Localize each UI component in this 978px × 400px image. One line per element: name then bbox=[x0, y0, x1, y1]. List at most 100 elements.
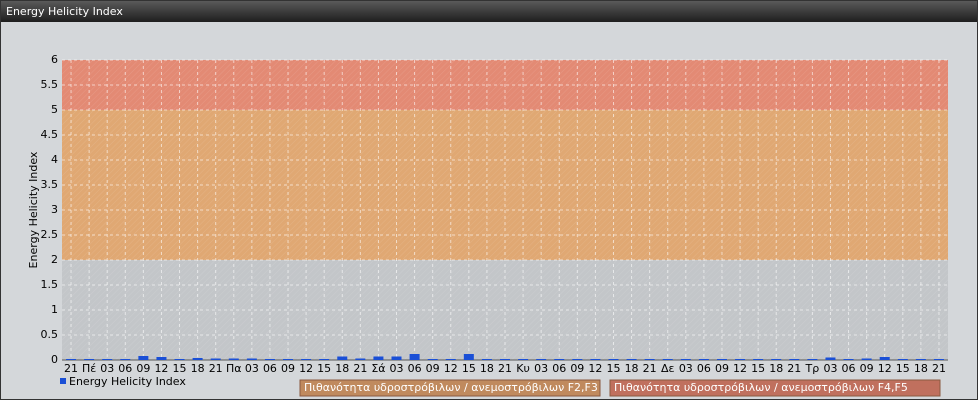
x-tick-label: 21 bbox=[353, 362, 367, 375]
x-tick-label: 21 bbox=[209, 362, 223, 375]
x-tick-label: 15 bbox=[173, 362, 187, 375]
bar bbox=[355, 358, 366, 360]
y-tick-label: 3 bbox=[51, 203, 58, 216]
bar bbox=[84, 359, 95, 360]
bar bbox=[409, 354, 420, 360]
band-legend-box bbox=[299, 379, 601, 397]
x-tick-label: 15 bbox=[462, 362, 476, 375]
bar bbox=[789, 359, 800, 360]
x-tick-label: 18 bbox=[914, 362, 928, 375]
bar bbox=[301, 359, 312, 360]
bar bbox=[373, 356, 384, 360]
y-axis-label: Energy Helicity Index bbox=[27, 151, 40, 268]
bar bbox=[753, 359, 764, 360]
x-tick-label: 12 bbox=[444, 362, 458, 375]
x-tick-label: 06 bbox=[408, 362, 422, 375]
band-legend-label: Πιθανότητα υδροστρόβιλων / ανεμοστρόβιλω… bbox=[614, 381, 908, 394]
bar bbox=[391, 356, 402, 360]
bar bbox=[174, 359, 185, 360]
x-tick-label: 18 bbox=[769, 362, 783, 375]
bar bbox=[264, 359, 275, 360]
x-tick-label: 06 bbox=[552, 362, 566, 375]
x-tick-label: 18 bbox=[191, 362, 205, 375]
bar bbox=[138, 356, 149, 360]
x-tick-label: 09 bbox=[281, 362, 295, 375]
x-tick-label: 06 bbox=[263, 362, 277, 375]
x-tick-label: 09 bbox=[136, 362, 150, 375]
y-tick-label: 2.5 bbox=[41, 228, 59, 241]
title-bar bbox=[1, 1, 977, 22]
y-tick-label: 2 bbox=[51, 253, 58, 266]
y-tick-label: 5.5 bbox=[41, 78, 59, 91]
legend-label: Energy Helicity Index bbox=[69, 375, 186, 388]
bar bbox=[283, 359, 294, 360]
bar bbox=[735, 359, 746, 360]
x-tick-label: 18 bbox=[480, 362, 494, 375]
x-tick-label: 09 bbox=[860, 362, 874, 375]
x-tick-label: Δε bbox=[661, 362, 675, 375]
bar bbox=[445, 359, 456, 360]
legend-swatch bbox=[60, 378, 66, 384]
bar bbox=[879, 357, 890, 360]
x-tick-label: 15 bbox=[896, 362, 910, 375]
bar bbox=[463, 354, 474, 360]
x-tick-label: 21 bbox=[64, 362, 78, 375]
x-tick-label: 21 bbox=[498, 362, 512, 375]
x-tick-label: 21 bbox=[787, 362, 801, 375]
x-tick-label: 18 bbox=[625, 362, 639, 375]
bar bbox=[554, 359, 565, 360]
x-tick-label: 03 bbox=[390, 362, 404, 375]
x-tick-label: Πα bbox=[226, 362, 242, 375]
bar bbox=[608, 359, 619, 360]
x-tick-label: 09 bbox=[426, 362, 440, 375]
y-tick-label: 1 bbox=[51, 303, 58, 316]
bar bbox=[228, 358, 239, 360]
x-tick-label: Σά bbox=[371, 362, 385, 375]
bar bbox=[680, 359, 691, 360]
y-tick-label: 6 bbox=[51, 53, 58, 66]
y-tick-label: 3.5 bbox=[41, 178, 59, 191]
band-legend-label: Πιθανότητα υδροστρόβιλων / ανεμοστρόβιλω… bbox=[304, 381, 598, 394]
x-tick-label: 12 bbox=[154, 362, 168, 375]
bar bbox=[716, 359, 727, 360]
bar bbox=[698, 359, 709, 360]
x-tick-label: 03 bbox=[679, 362, 693, 375]
x-tick-label: 12 bbox=[299, 362, 313, 375]
x-tick-label: 12 bbox=[878, 362, 892, 375]
bar bbox=[843, 359, 854, 360]
bar bbox=[102, 359, 113, 360]
x-tick-label: 06 bbox=[697, 362, 711, 375]
bar bbox=[337, 356, 348, 360]
y-tick-label: 4.5 bbox=[41, 128, 59, 141]
x-tick-label: 21 bbox=[932, 362, 946, 375]
bar bbox=[518, 359, 529, 360]
y-tick-label: 0.5 bbox=[41, 328, 59, 341]
x-tick-label: 06 bbox=[118, 362, 132, 375]
x-tick-label: 06 bbox=[842, 362, 856, 375]
bar bbox=[897, 359, 908, 360]
chart-title: Energy Helicity Index bbox=[6, 5, 123, 18]
bar bbox=[807, 359, 818, 360]
bar bbox=[120, 359, 131, 360]
y-tick-label: 4 bbox=[51, 153, 58, 166]
bar bbox=[771, 359, 782, 360]
bar bbox=[319, 359, 330, 360]
bar bbox=[481, 359, 492, 360]
bar bbox=[590, 359, 601, 360]
bar bbox=[572, 359, 583, 360]
bar bbox=[536, 359, 547, 360]
y-tick-label: 1.5 bbox=[41, 278, 59, 291]
x-tick-label: 15 bbox=[317, 362, 331, 375]
x-tick-label: 03 bbox=[823, 362, 837, 375]
bar bbox=[825, 357, 836, 360]
bar bbox=[500, 359, 510, 360]
band-legend-box bbox=[609, 379, 941, 397]
x-tick-label: Τρ bbox=[805, 362, 820, 375]
y-tick-label: 0 bbox=[51, 353, 58, 366]
bar bbox=[626, 359, 637, 360]
bar bbox=[246, 358, 257, 360]
bar bbox=[644, 359, 655, 360]
bar bbox=[933, 359, 944, 360]
x-tick-label: 18 bbox=[335, 362, 349, 375]
